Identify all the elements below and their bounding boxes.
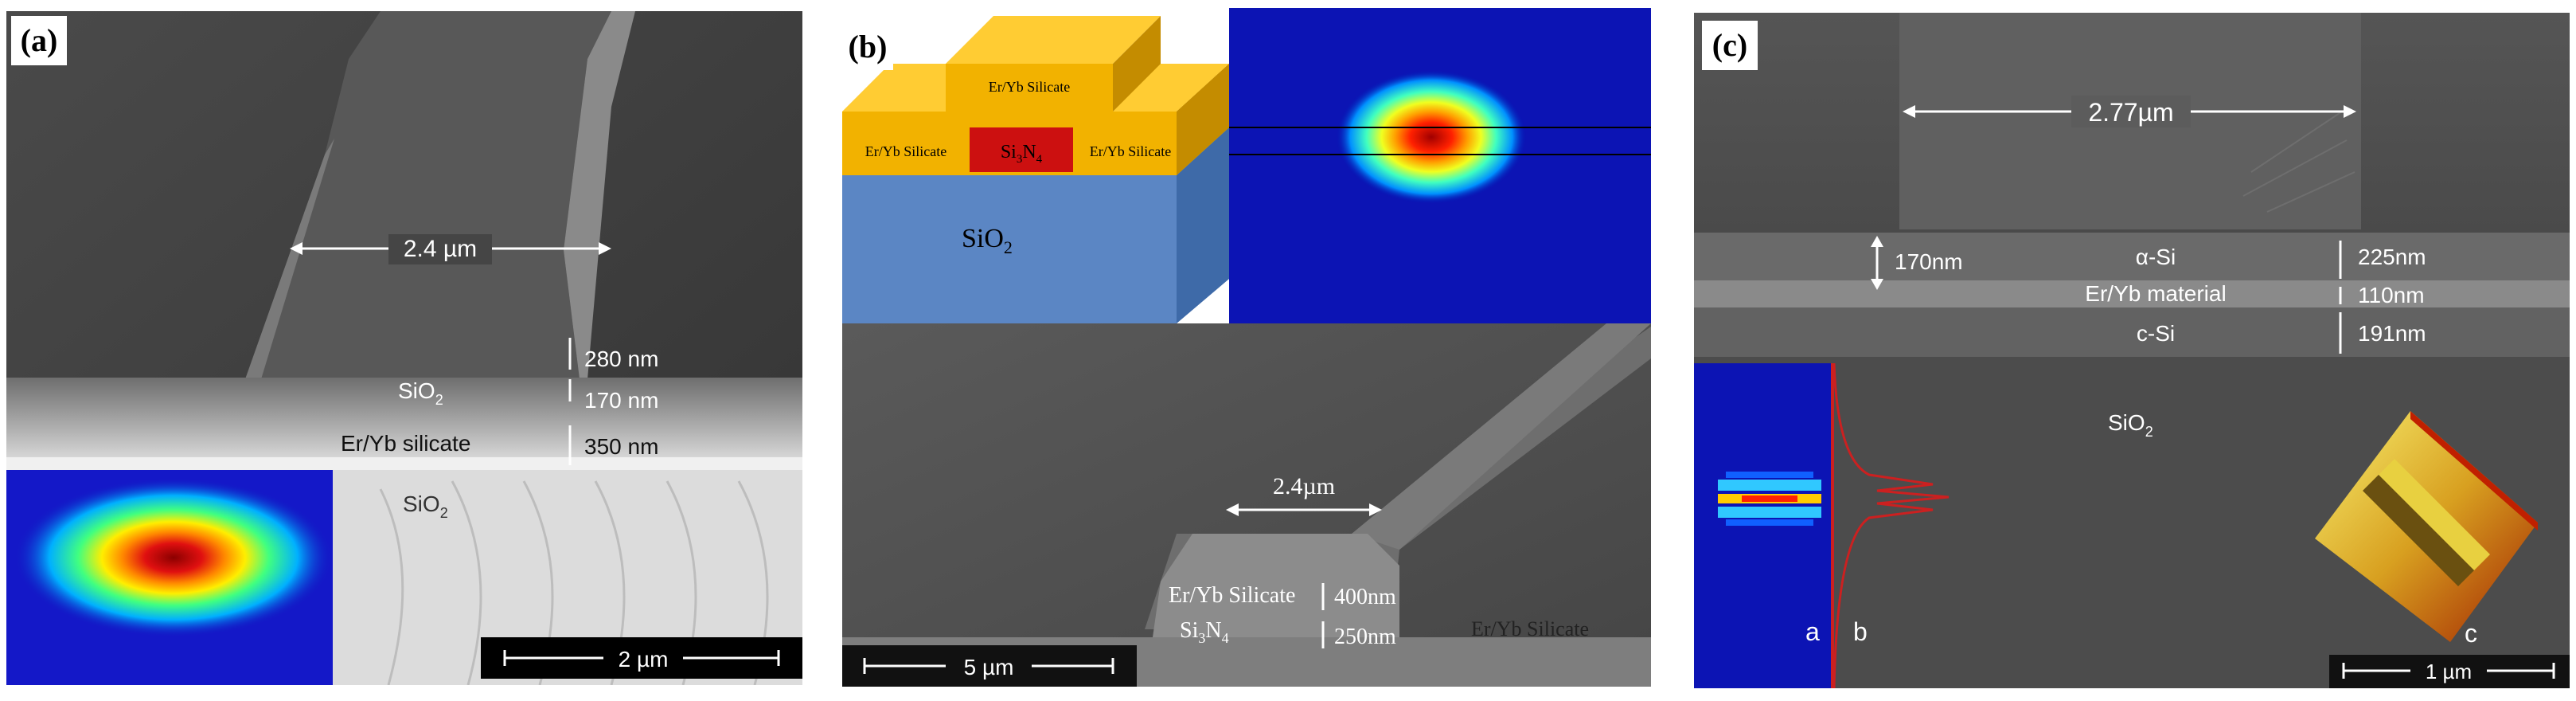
thickness-250nm: 250nm xyxy=(1334,625,1396,649)
thickness-350nm: 350 nm xyxy=(584,434,658,459)
layer-c-si: c-Si xyxy=(2137,321,2175,346)
schematic-core-label: Si3N4 xyxy=(1001,142,1043,166)
panel-c: (c) 2.77µm 170nm α-Si Er/Yb material c-S… xyxy=(1694,13,2570,688)
thickness-191nm: 191nm xyxy=(2358,321,2426,346)
layer-sio2-top-a: SiO2 xyxy=(398,378,443,408)
panel-label-c: (c) xyxy=(1712,27,1747,63)
sublabel-a: a xyxy=(1805,617,1820,646)
layer-sio2-c: SiO2 xyxy=(2108,410,2153,440)
panel-b: Er/Yb Silicate Er/Yb Silicate Er/Yb Sili… xyxy=(842,8,1651,687)
panel-label-b: (b) xyxy=(849,29,888,65)
layer-alpha-si: α-Si xyxy=(2136,245,2176,269)
panel-a: (a) 2.4 µm 280 nm 170 nm 350 nm SiO2 Er/… xyxy=(6,11,802,685)
schematic-substrate-label: SiO2 xyxy=(962,224,1013,257)
layer-eryb-silicate-right-b: Er/Yb Silicate xyxy=(1471,617,1589,640)
intensity-profile-curve xyxy=(1832,362,1950,688)
afm-inset xyxy=(2315,411,2538,642)
schematic-top-label: Er/Yb Silicate xyxy=(989,79,1070,95)
thickness-110nm: 110nm xyxy=(2358,283,2425,307)
layer-si3n4-b: Si3N4 xyxy=(1180,618,1229,646)
width-label-a: 2.4 µm xyxy=(404,236,477,262)
layer-eryb-material: Er/Yb material xyxy=(2085,281,2226,306)
thickness-170nm: 170 nm xyxy=(584,388,658,413)
sublabel-c: c xyxy=(2465,619,2477,648)
scale-bar-label-b: 5 µm xyxy=(964,655,1014,679)
sublabel-b: b xyxy=(1853,617,1868,646)
width-label-c: 2.77µm xyxy=(2088,98,2173,127)
thickness-400nm: 400nm xyxy=(1334,585,1396,609)
thickness-225nm: 225nm xyxy=(2358,245,2426,269)
thickness-170nm-c: 170nm xyxy=(1895,249,1963,274)
scale-bar-label-c: 1 µm xyxy=(2426,660,2472,683)
layer-eryb-silicate-b: Er/Yb Silicate xyxy=(1169,583,1295,608)
panel-label-a: (a) xyxy=(21,22,58,58)
thickness-280nm: 280 nm xyxy=(584,347,658,371)
layer-eryb-silicate-a: Er/Yb silicate xyxy=(341,431,470,456)
schematic-left-label: Er/Yb Silicate xyxy=(865,143,946,159)
layer-sio2-bottom-a: SiO2 xyxy=(403,491,448,521)
schematic-right-label: Er/Yb Silicate xyxy=(1090,143,1171,159)
scale-bar-label-a: 2 µm xyxy=(619,647,669,672)
width-label-b: 2.4µm xyxy=(1273,473,1335,499)
